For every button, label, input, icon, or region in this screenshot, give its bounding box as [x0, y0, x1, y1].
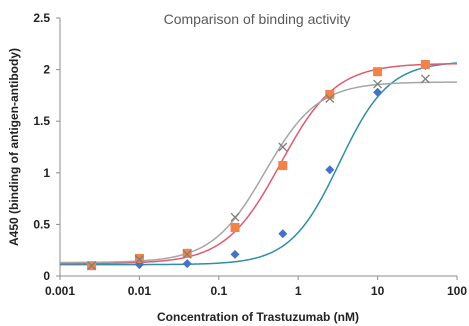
- x-tick-label: 1: [295, 284, 302, 298]
- fit-curves: [59, 62, 458, 266]
- data-point-series-2: [325, 89, 335, 99]
- data-point-series-1: [325, 165, 335, 175]
- x-axis-ticks: 0.001 0.01 0.1 1 10 100: [45, 276, 467, 298]
- data-point-series-3: [373, 79, 383, 89]
- data-point-series-2: [230, 222, 240, 232]
- x-tick-label: 0.01: [128, 284, 152, 298]
- data-point-series-3: [230, 212, 240, 222]
- data-point-series-3: [182, 249, 192, 259]
- data-point-series-2: [420, 59, 430, 69]
- chart-title: Comparison of binding activity: [164, 11, 351, 27]
- fit-curve-2: [59, 62, 458, 265]
- x-tick-label: 10: [371, 284, 385, 298]
- data-point-series-2: [182, 248, 192, 258]
- fit-curve-3: [60, 81, 458, 264]
- data-point-series-2: [373, 67, 383, 77]
- y-tick-label: 0: [43, 269, 50, 283]
- x-tick-label: 0.001: [45, 284, 75, 298]
- data-point-series-3: [325, 94, 335, 103]
- fit-curve-1: [60, 62, 458, 266]
- data-point-series-3: [134, 255, 144, 264]
- y-axis-ticks: 0 0.5 1 1.5 2 2.5: [33, 11, 60, 283]
- x-axis-label: Concentration of Trastuzumab (nM): [157, 310, 359, 324]
- data-point-series-3: [87, 261, 97, 271]
- data-point-series-1: [373, 87, 383, 97]
- y-tick-label: 2.5: [33, 11, 50, 25]
- data-point-series-2: [134, 253, 144, 263]
- data-point-series-3: [420, 74, 430, 84]
- y-tick-label: 1: [43, 166, 50, 180]
- data-point-series-1: [278, 229, 288, 239]
- data-point-series-3: [278, 142, 288, 152]
- y-tick-label: 1.5: [33, 114, 50, 128]
- y-axis-label: A450 (binding of antigen-antibody): [7, 48, 21, 246]
- data-points: [87, 59, 430, 271]
- data-point-series-2: [278, 161, 288, 171]
- x-tick-label: 0.1: [210, 284, 227, 298]
- y-tick-label: 0.5: [33, 217, 50, 231]
- y-tick-label: 2: [43, 63, 50, 77]
- data-point-series-1: [230, 249, 240, 259]
- data-point-series-1: [182, 259, 192, 269]
- x-tick-label: 100: [447, 284, 467, 298]
